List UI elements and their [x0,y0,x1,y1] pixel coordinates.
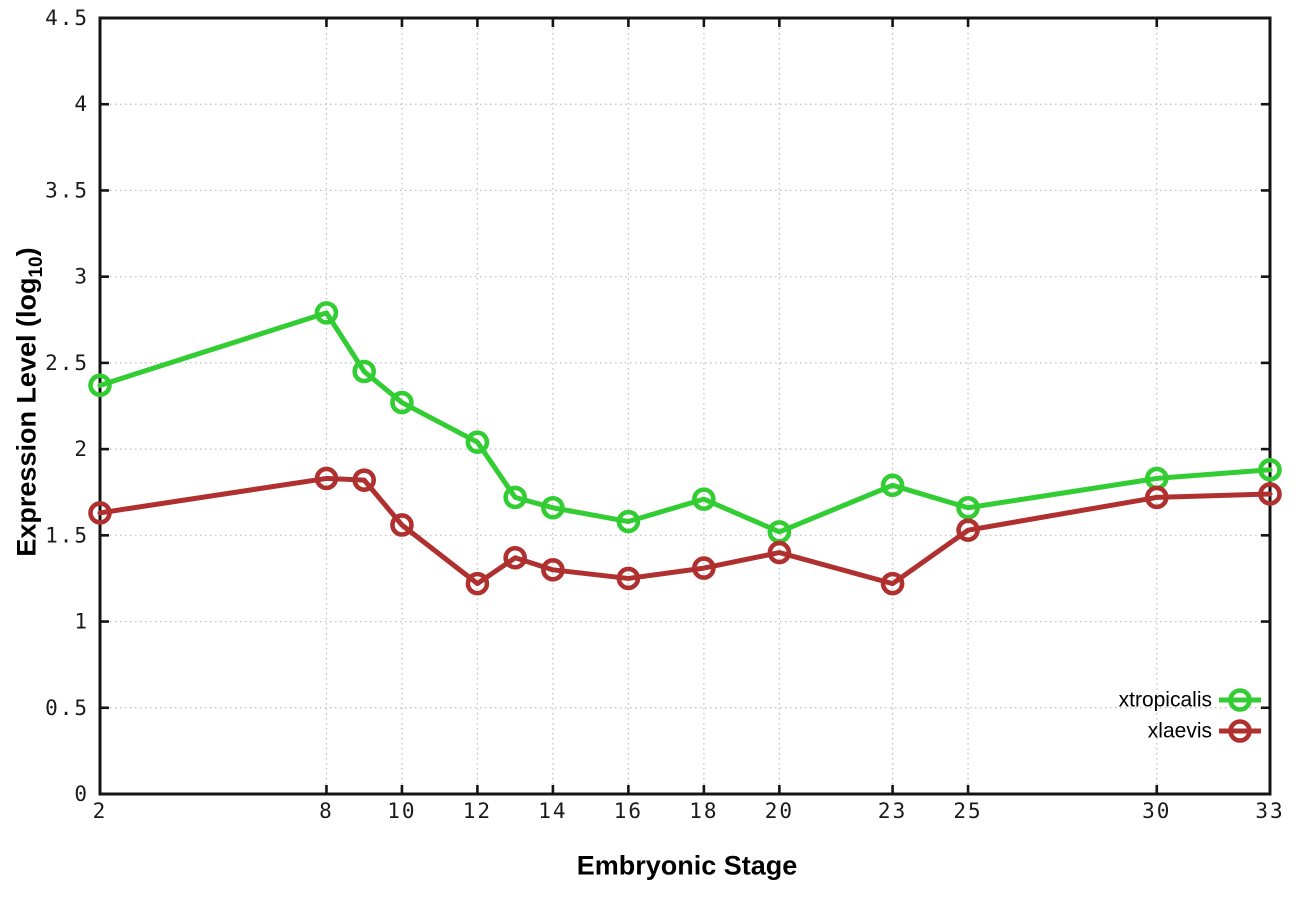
data-point-xlaevis [956,518,980,542]
x-tick-label: 18 [689,799,718,823]
x-tick-label: 30 [1142,799,1171,823]
data-point-xlaevis [616,566,641,591]
y-tick-label: 4.5 [45,6,89,30]
y-tick-label: 1.5 [45,523,89,547]
data-point-xtropicalis [541,495,565,520]
series-line-xlaevis [97,475,1273,587]
data-point-xlaevis [503,545,527,570]
data-point-xlaevis [692,556,716,580]
data-point-xtropicalis [692,487,716,511]
series-line-xtropicalis [97,310,1273,535]
y-tick-label: 4 [74,92,89,116]
data-point-xtropicalis [956,495,980,520]
data-point-xlaevis [88,501,112,525]
data-point-xtropicalis [503,485,527,510]
y-tick-label: 3.5 [45,178,89,202]
y-tick-label: 0.5 [45,696,89,720]
data-point-xtropicalis [390,390,414,415]
data-point-xtropicalis [465,430,490,455]
x-tick-label: 14 [538,799,567,823]
data-point-xtropicalis [616,509,641,534]
x-tick-label: 33 [1255,799,1284,823]
legend-marker-xtropicalis [1228,688,1252,712]
data-point-xtropicalis [88,373,112,398]
legend-label-xlaevis: xlaevis [1148,720,1212,743]
data-point-xlaevis [1144,485,1169,510]
y-tick-label: 3 [74,265,89,289]
data-point-xlaevis [1258,482,1282,506]
y-axis-label-subscript: 10 [25,256,47,278]
data-point-xlaevis [541,558,565,582]
plot-border [98,16,1272,796]
data-point-xtropicalis [1258,458,1282,482]
x-tick-label: 10 [387,799,416,823]
y-tick-label: 2.5 [45,351,89,375]
legend-label-xtropicalis: xtropicalis [1119,689,1212,712]
x-tick-label: 2 [93,799,108,823]
x-tick-label: 16 [614,799,643,823]
data-point-xtropicalis [880,473,905,498]
data-point-xlaevis [880,571,905,596]
y-tick-label: 2 [74,437,89,461]
x-tick-label: 12 [463,799,492,823]
data-point-xlaevis [314,466,339,491]
data-point-xtropicalis [314,301,339,325]
x-tick-label: 23 [878,799,907,823]
x-tick-label: 8 [319,799,334,823]
x-tick-label: 25 [953,799,982,823]
y-axis-label-close: ) [11,247,42,257]
data-point-xlaevis [465,571,490,596]
data-point-xlaevis [352,468,376,492]
data-point-xtropicalis [352,359,376,384]
x-tick-label: 20 [765,799,794,823]
data-point-xlaevis [767,540,792,565]
y-tick-label: 0 [74,782,89,806]
y-tick-label: 1 [74,610,89,634]
legend-marker-xlaevis [1228,719,1252,743]
y-axis-label-text: Expression Level (log [11,277,42,557]
data-point-xlaevis [390,513,414,537]
